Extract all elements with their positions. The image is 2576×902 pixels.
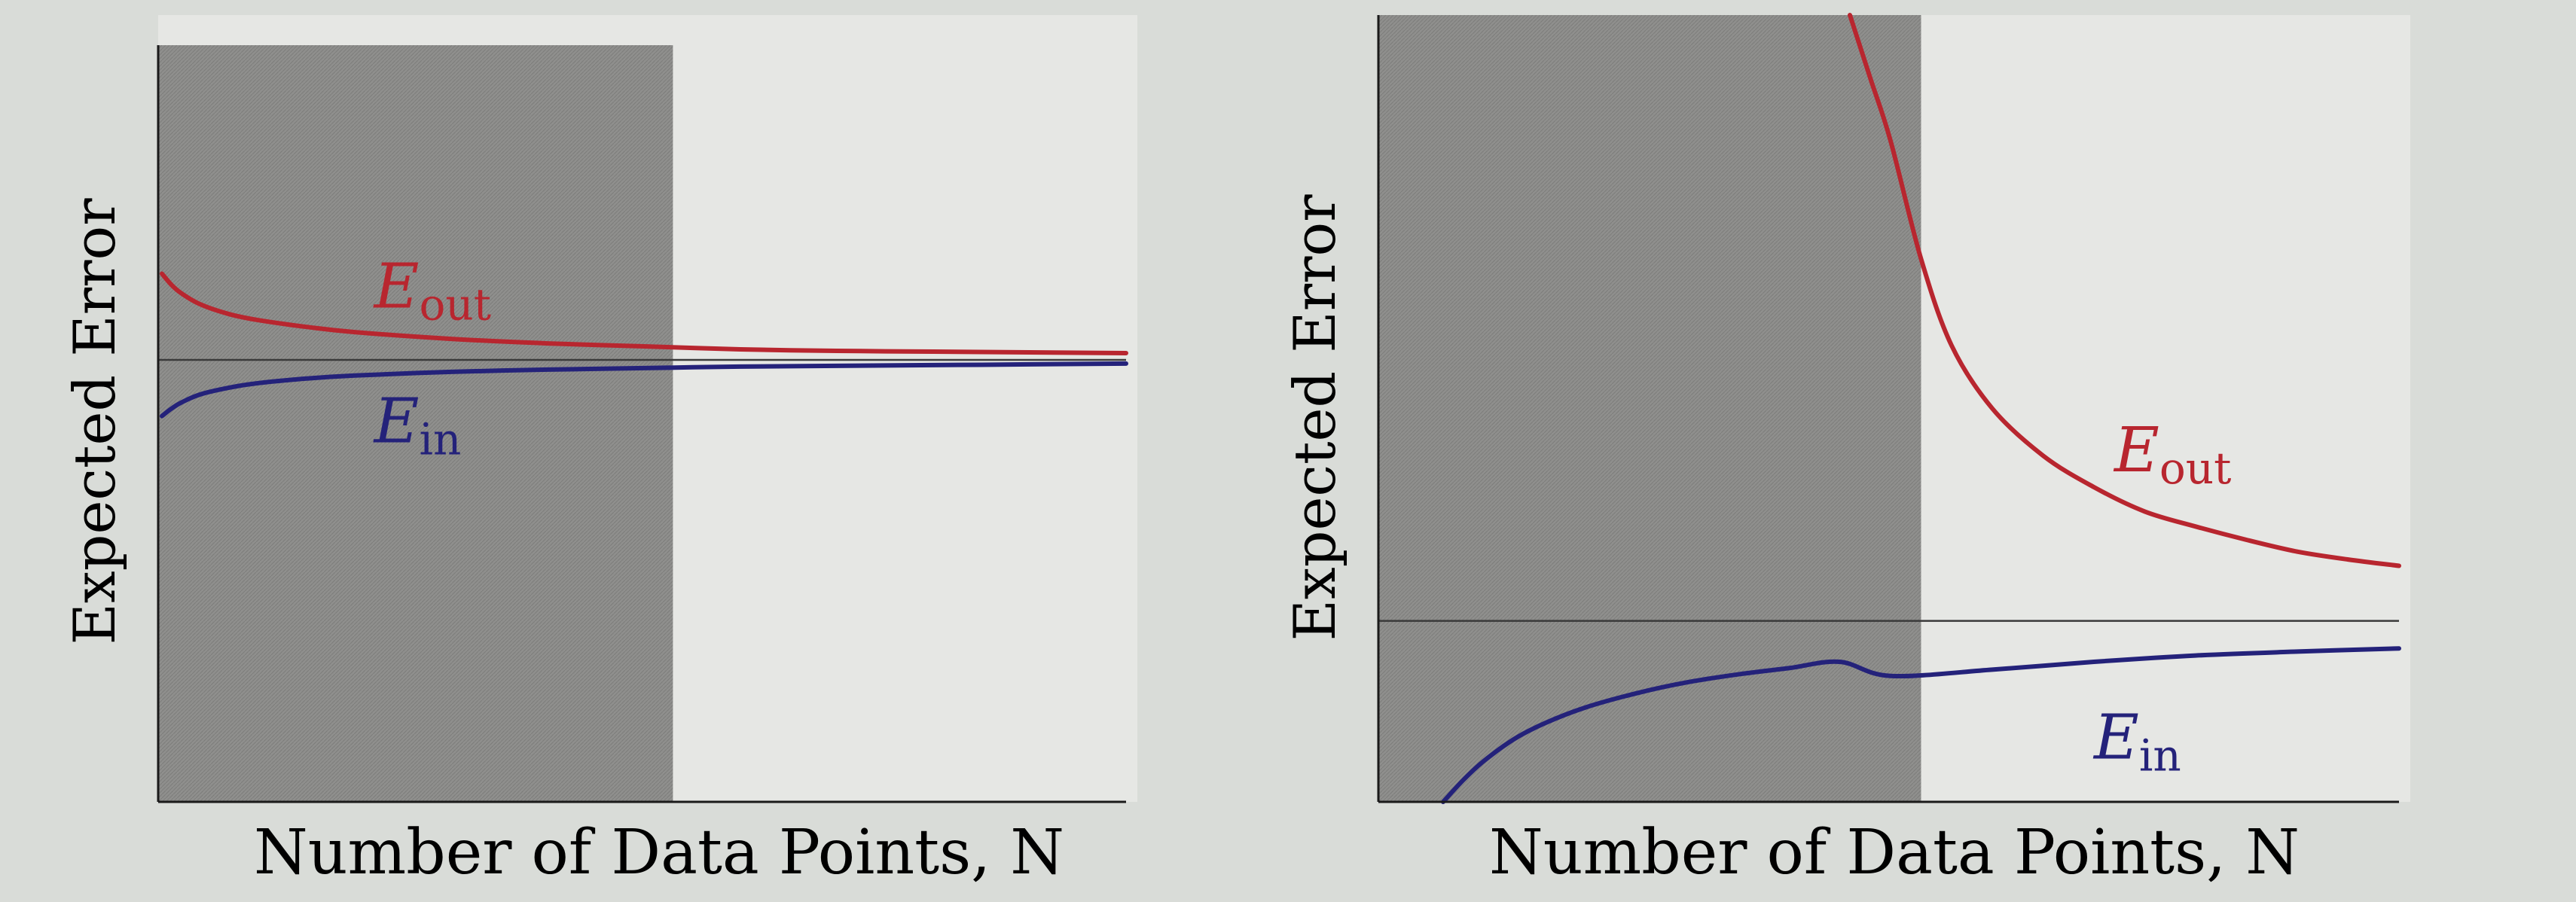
left-chart-series-eout-curve bbox=[160, 271, 1128, 355]
right-chart-series-eout-curve bbox=[1848, 13, 2401, 568]
right-chart-x-axis-label: Number of Data Points, N bbox=[1489, 817, 2300, 888]
left-chart-series-ein-curve bbox=[160, 361, 1128, 419]
left-chart-legend-eout: Eout bbox=[373, 251, 491, 330]
right-chart-shaded-region bbox=[1378, 15, 1921, 802]
left-chart: Eout Ein Expected Error Number of Data P… bbox=[61, 15, 1137, 888]
right-chart-y-axis-label: Expected Error bbox=[1281, 194, 1348, 641]
right-chart-legend-eout: Eout bbox=[2113, 415, 2231, 494]
right-chart-legend-ein: Ein bbox=[2092, 702, 2181, 782]
left-chart-legend-ein: Ein bbox=[373, 385, 462, 465]
right-chart-series-ein-curve bbox=[1441, 646, 2401, 804]
left-chart-x-axis-label: Number of Data Points, N bbox=[254, 817, 1064, 888]
right-chart: Eout Ein Expected Error Number of Data P… bbox=[1281, 13, 2410, 888]
left-chart-y-axis-label: Expected Error bbox=[61, 198, 128, 645]
left-chart-shaded-region bbox=[158, 45, 673, 802]
